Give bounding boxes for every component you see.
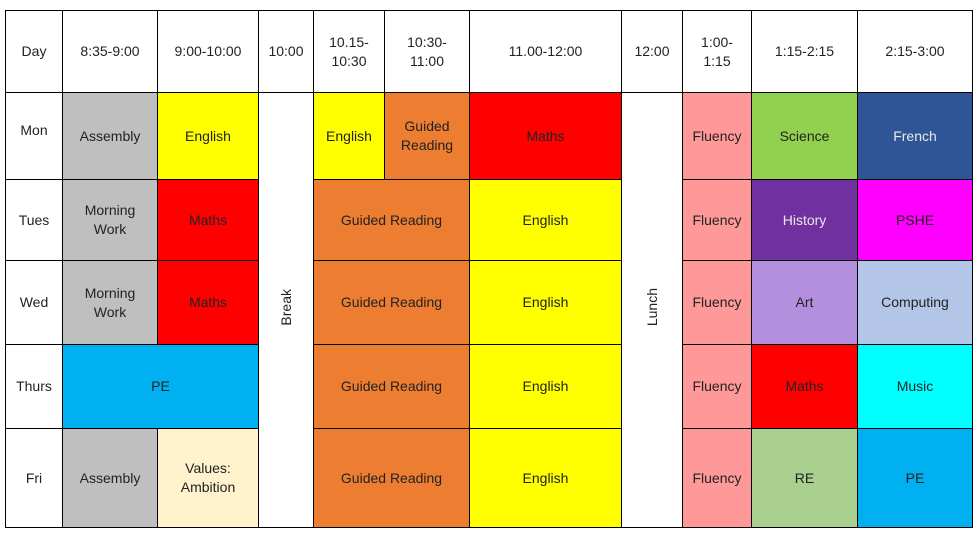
header-cell: 10:30-11:00 xyxy=(384,10,470,93)
lesson: English xyxy=(313,92,385,180)
lesson: Music xyxy=(857,344,973,429)
lesson: Computing xyxy=(857,260,973,345)
row: Tues Morning Work Maths Guided Reading E… xyxy=(5,179,973,261)
lesson: French xyxy=(857,92,973,180)
header-cell: 1:15-2:15 xyxy=(751,10,858,93)
lesson: English xyxy=(469,428,622,528)
lesson: Morning Work xyxy=(62,260,158,345)
day-cell: Mon xyxy=(5,92,63,180)
lesson: Morning Work xyxy=(62,179,158,261)
lesson: English xyxy=(469,260,622,345)
row: Mon Assembly English Break English Guide… xyxy=(5,92,973,528)
lesson: Fluency xyxy=(682,344,752,429)
header-cell: 11.00-12:00 xyxy=(469,10,622,93)
lesson: Science xyxy=(751,92,858,180)
lesson: Guided Reading xyxy=(313,344,470,429)
day-cell: Thurs xyxy=(5,344,63,429)
row: Wed Morning Work Maths Guided Reading En… xyxy=(5,260,973,345)
day-cell: Fri xyxy=(5,428,63,528)
lesson: Fluency xyxy=(682,428,752,528)
lesson: Fluency xyxy=(682,260,752,345)
header-cell: 2:15-3:00 xyxy=(857,10,973,93)
lesson: Maths xyxy=(751,344,858,429)
day-cell: Tues xyxy=(5,179,63,261)
header-row: Day 8:35-9:00 9:00-10:00 10:00 10.15-10:… xyxy=(5,10,973,93)
header-cell: 10:00 xyxy=(258,10,314,93)
row: Thurs PE Guided Reading English Fluency … xyxy=(5,344,973,429)
lunch-label: Lunch xyxy=(643,288,660,327)
lesson: English xyxy=(157,92,259,180)
lesson: Guided Reading xyxy=(313,428,470,528)
break-cell: Break xyxy=(258,92,314,528)
lesson: Art xyxy=(751,260,858,345)
lesson: RE xyxy=(751,428,858,528)
lesson: Guided Reading xyxy=(313,260,470,345)
timetable: Day 8:35-9:00 9:00-10:00 10:00 10.15-10:… xyxy=(5,10,973,528)
lesson: Values: Ambition xyxy=(157,428,259,528)
lesson: English xyxy=(469,344,622,429)
break-label: Break xyxy=(277,289,294,326)
lesson: PE xyxy=(857,428,973,528)
row: Fri Assembly Values: Ambition Guided Rea… xyxy=(5,428,973,528)
lesson: History xyxy=(751,179,858,261)
header-cell: 9:00-10:00 xyxy=(157,10,259,93)
lesson: Maths xyxy=(157,179,259,261)
lesson: PE xyxy=(62,344,259,429)
lunch-cell: Lunch xyxy=(621,92,683,528)
header-cell: 12:00 xyxy=(621,10,683,93)
header-cell: 1:00-1:15 xyxy=(682,10,752,93)
header-cell: 8:35-9:00 xyxy=(62,10,158,93)
lesson: Maths xyxy=(469,92,622,180)
lesson: PSHE xyxy=(857,179,973,261)
lesson: Maths xyxy=(157,260,259,345)
header-cell: Day xyxy=(5,10,63,93)
lesson: Guided Reading xyxy=(313,179,470,261)
header-cell: 10.15-10:30 xyxy=(313,10,385,93)
lesson: Guided Reading xyxy=(384,92,470,180)
lesson: Fluency xyxy=(682,92,752,180)
lesson: English xyxy=(469,179,622,261)
lesson: Fluency xyxy=(682,179,752,261)
lesson: Assembly xyxy=(62,92,158,180)
day-cell: Wed xyxy=(5,260,63,345)
lesson: Assembly xyxy=(62,428,158,528)
